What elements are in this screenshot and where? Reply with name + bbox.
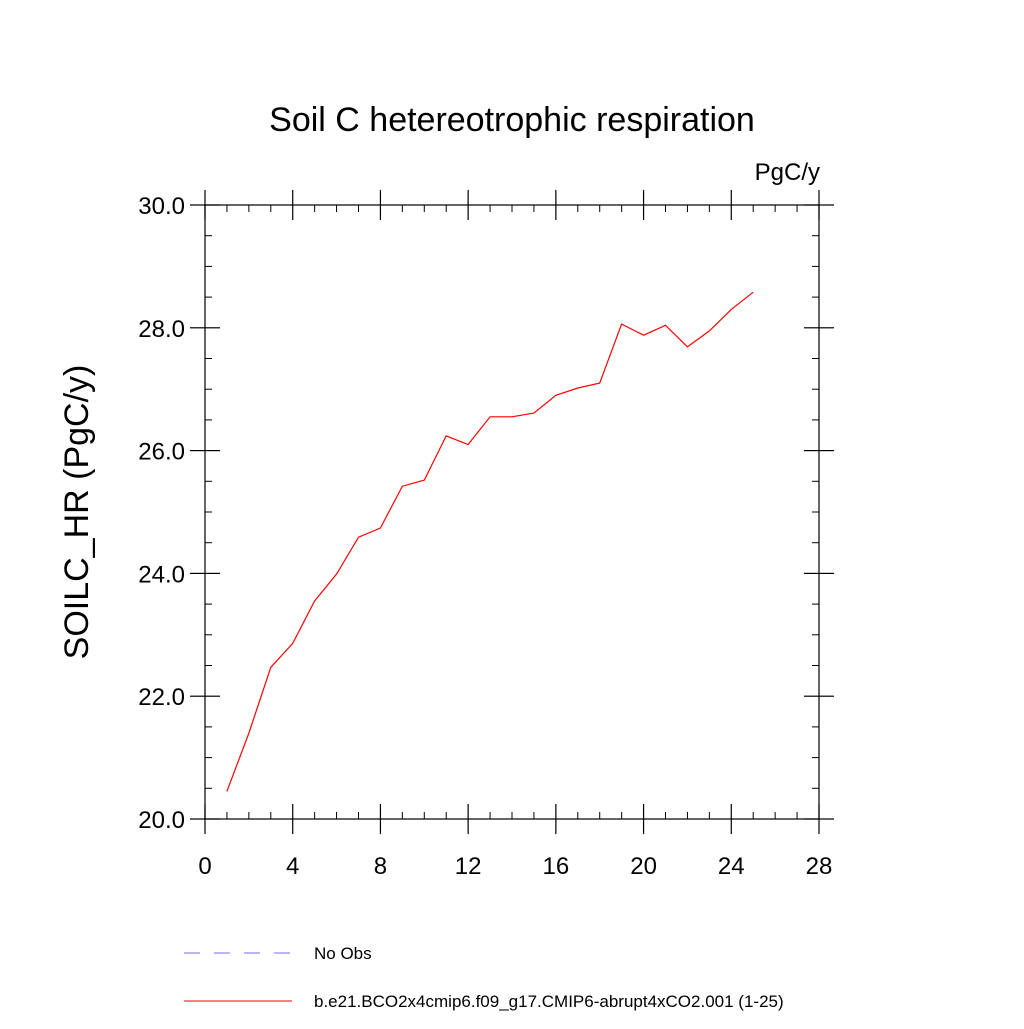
major-ticks [190,190,834,834]
legend-label: b.e21.BCO2x4cmip6.f09_g17.CMIP6-abrupt4x… [314,992,784,1011]
y-tick-label: 30.0 [138,193,185,220]
chart-title: Soil C hetereotrophic respiration [269,101,755,139]
y-tick-label: 24.0 [138,561,185,588]
plot-frame [205,205,819,819]
legend: No Obs b.e21.BCO2x4cmip6.f09_g17.CMIP6-ab… [184,944,784,1011]
y-tick-label: 26.0 [138,439,185,466]
y-axis-title: SOILC_HR (PgC/y) [58,365,96,660]
y-tick-label: 28.0 [138,316,185,343]
x-tick-label: 24 [718,853,745,880]
x-tick-label: 4 [286,853,299,880]
minor-ticks [205,205,819,819]
x-tick-label: 16 [543,853,570,880]
y-tick-label: 22.0 [138,684,185,711]
x-tick-label: 0 [198,853,211,880]
x-tick-label: 12 [455,853,482,880]
y-tick-label: 20.0 [138,807,185,834]
series-line [227,292,753,791]
units-label: PgC/y [755,159,820,186]
x-tick-label: 20 [630,853,657,880]
x-tick-label: 28 [806,853,833,880]
legend-label: No Obs [314,944,372,963]
plot-lines [227,292,753,791]
x-tick-label: 8 [374,853,387,880]
tick-labels: 0 4 8 12 16 20 24 28 20.0 22.0 24.0 26.0 28.0 30.0 [138,193,832,880]
